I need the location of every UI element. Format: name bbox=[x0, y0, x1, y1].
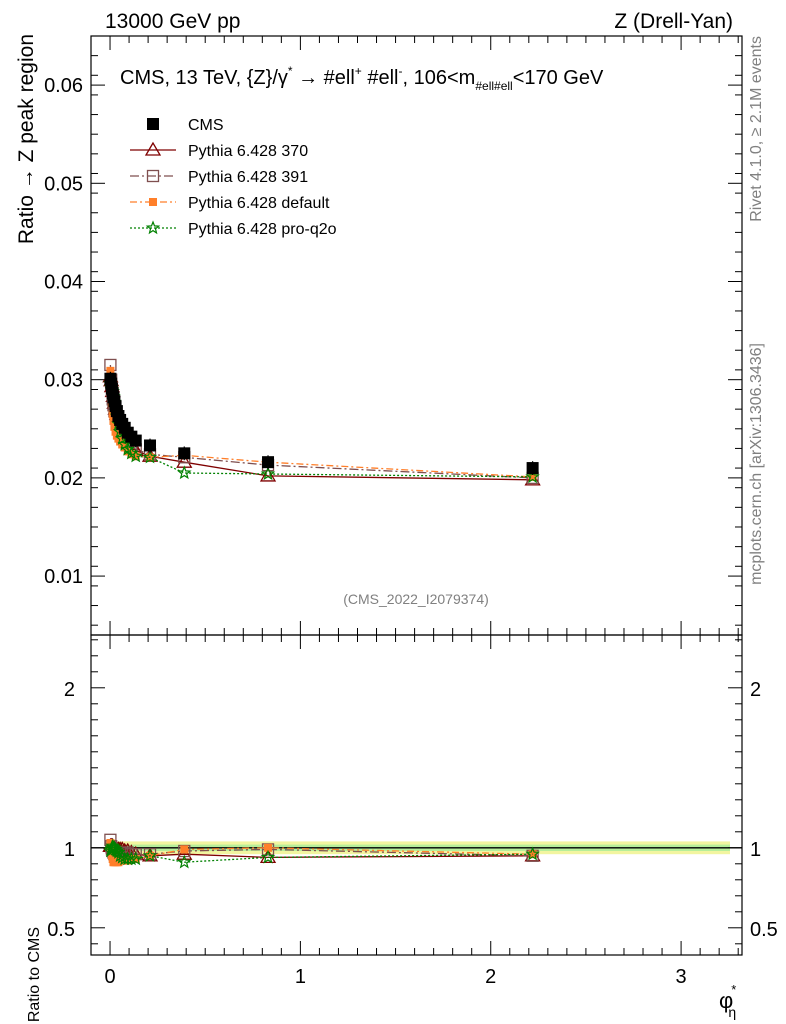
legend-entry-label: Pythia 6.428 default bbox=[188, 195, 330, 212]
x-tick-label: 1 bbox=[295, 966, 306, 988]
series-0-point bbox=[144, 439, 157, 452]
ratio-3-point bbox=[108, 841, 123, 856]
ratio-2-point bbox=[106, 839, 115, 847]
ratio-3-point bbox=[260, 849, 276, 864]
ratio-2-point bbox=[528, 850, 537, 859]
series-4-point bbox=[128, 448, 143, 463]
x-tick-label: 0 bbox=[104, 966, 115, 988]
legend-entry-label: Pythia 6.428 pro-q2o bbox=[188, 221, 337, 238]
ratio-y-tick-label-right: 0.5 bbox=[750, 919, 778, 941]
header-right-label: Z (Drell-Yan) bbox=[614, 10, 733, 33]
series-3-point bbox=[106, 366, 115, 375]
ratio-3-point bbox=[124, 851, 139, 866]
main-panel: 0.01 0.02 0.03 0.04 0.05 0.06 bbox=[44, 35, 743, 636]
y-tick-label: 0.04 bbox=[44, 271, 83, 293]
y-tick-label: 0.03 bbox=[44, 370, 83, 392]
series-0-point bbox=[526, 462, 539, 475]
series-0-point bbox=[178, 447, 191, 460]
analysis-watermark: (CMS_2022_I2079374) bbox=[343, 591, 489, 607]
series-0-point bbox=[262, 456, 275, 469]
series-4-point bbox=[177, 465, 192, 480]
x-tick-label: 3 bbox=[676, 966, 687, 988]
rivet-label: Rivet 4.1.0, ≥ 2.1M events bbox=[748, 36, 765, 222]
ratio-3-point bbox=[177, 854, 192, 869]
ratio-3-point bbox=[525, 846, 540, 861]
y-tick-label: 0.02 bbox=[44, 468, 83, 490]
legend-entry-label: CMS bbox=[188, 117, 224, 134]
series-3-point bbox=[110, 422, 119, 431]
legend-marker bbox=[149, 198, 157, 206]
legend-marker bbox=[146, 169, 160, 183]
legend: CMS Pythia 6.428 370 Pythia 6.428 391 Pythi… bbox=[130, 117, 337, 238]
main-y-axis-label: Ratio → Z peak region bbox=[15, 34, 38, 244]
ratio-y-tick-label-right: 1 bbox=[750, 839, 761, 861]
series-4-point bbox=[260, 466, 276, 481]
ratio-y-tick-label: 1 bbox=[64, 839, 75, 861]
ratio-2-point bbox=[180, 845, 189, 854]
ratio-y-tick-label: 0.5 bbox=[47, 919, 75, 941]
ratio-0-point bbox=[259, 849, 277, 864]
legend-entry-label: Pythia 6.428 370 bbox=[188, 143, 308, 160]
legend-marker bbox=[145, 220, 161, 235]
series-line-4 bbox=[109, 383, 533, 478]
ratio-3-point bbox=[128, 851, 143, 866]
ratio-2-point bbox=[131, 855, 140, 863]
x-tick-label: 2 bbox=[485, 966, 496, 988]
series-4-point bbox=[525, 469, 540, 484]
series-4-point bbox=[142, 449, 158, 464]
ratio-3-point bbox=[142, 848, 158, 863]
y-tick-label: 0.01 bbox=[44, 566, 83, 588]
series-3-point bbox=[528, 472, 537, 481]
header-left-label: 13000 GeV pp bbox=[105, 10, 240, 33]
mcplots-label: mcplots.cern.ch [arXiv:1306.3436] bbox=[748, 343, 765, 585]
ratio-y-tick-label-right: 2 bbox=[750, 679, 761, 701]
y-tick-label: 0.05 bbox=[44, 173, 83, 195]
legend-marker bbox=[144, 141, 162, 156]
x-axis-label: φ* η bbox=[719, 982, 736, 1020]
chart-title: CMS, 13 TeV, {Z}/γ* → #ell+ #ell-, 106<m… bbox=[120, 64, 604, 93]
legend-entry-label: Pythia 6.428 391 bbox=[188, 169, 308, 186]
ratio-y-axis-label: Ratio to CMS bbox=[26, 927, 43, 1022]
series-line-1 bbox=[109, 376, 533, 481]
y-tick-label: 0.06 bbox=[44, 75, 83, 97]
ratio-y-tick-label: 2 bbox=[64, 679, 75, 701]
legend-marker bbox=[147, 118, 159, 130]
ratio-2-point bbox=[264, 843, 273, 852]
series-0-point bbox=[129, 434, 142, 447]
ratio-frame bbox=[90, 634, 743, 956]
ratio-panel: 0.5 0.5 1 1 2 2 0 1 2 3 bbox=[47, 634, 778, 988]
series-1-point bbox=[259, 467, 277, 482]
series-3-point bbox=[131, 452, 140, 461]
